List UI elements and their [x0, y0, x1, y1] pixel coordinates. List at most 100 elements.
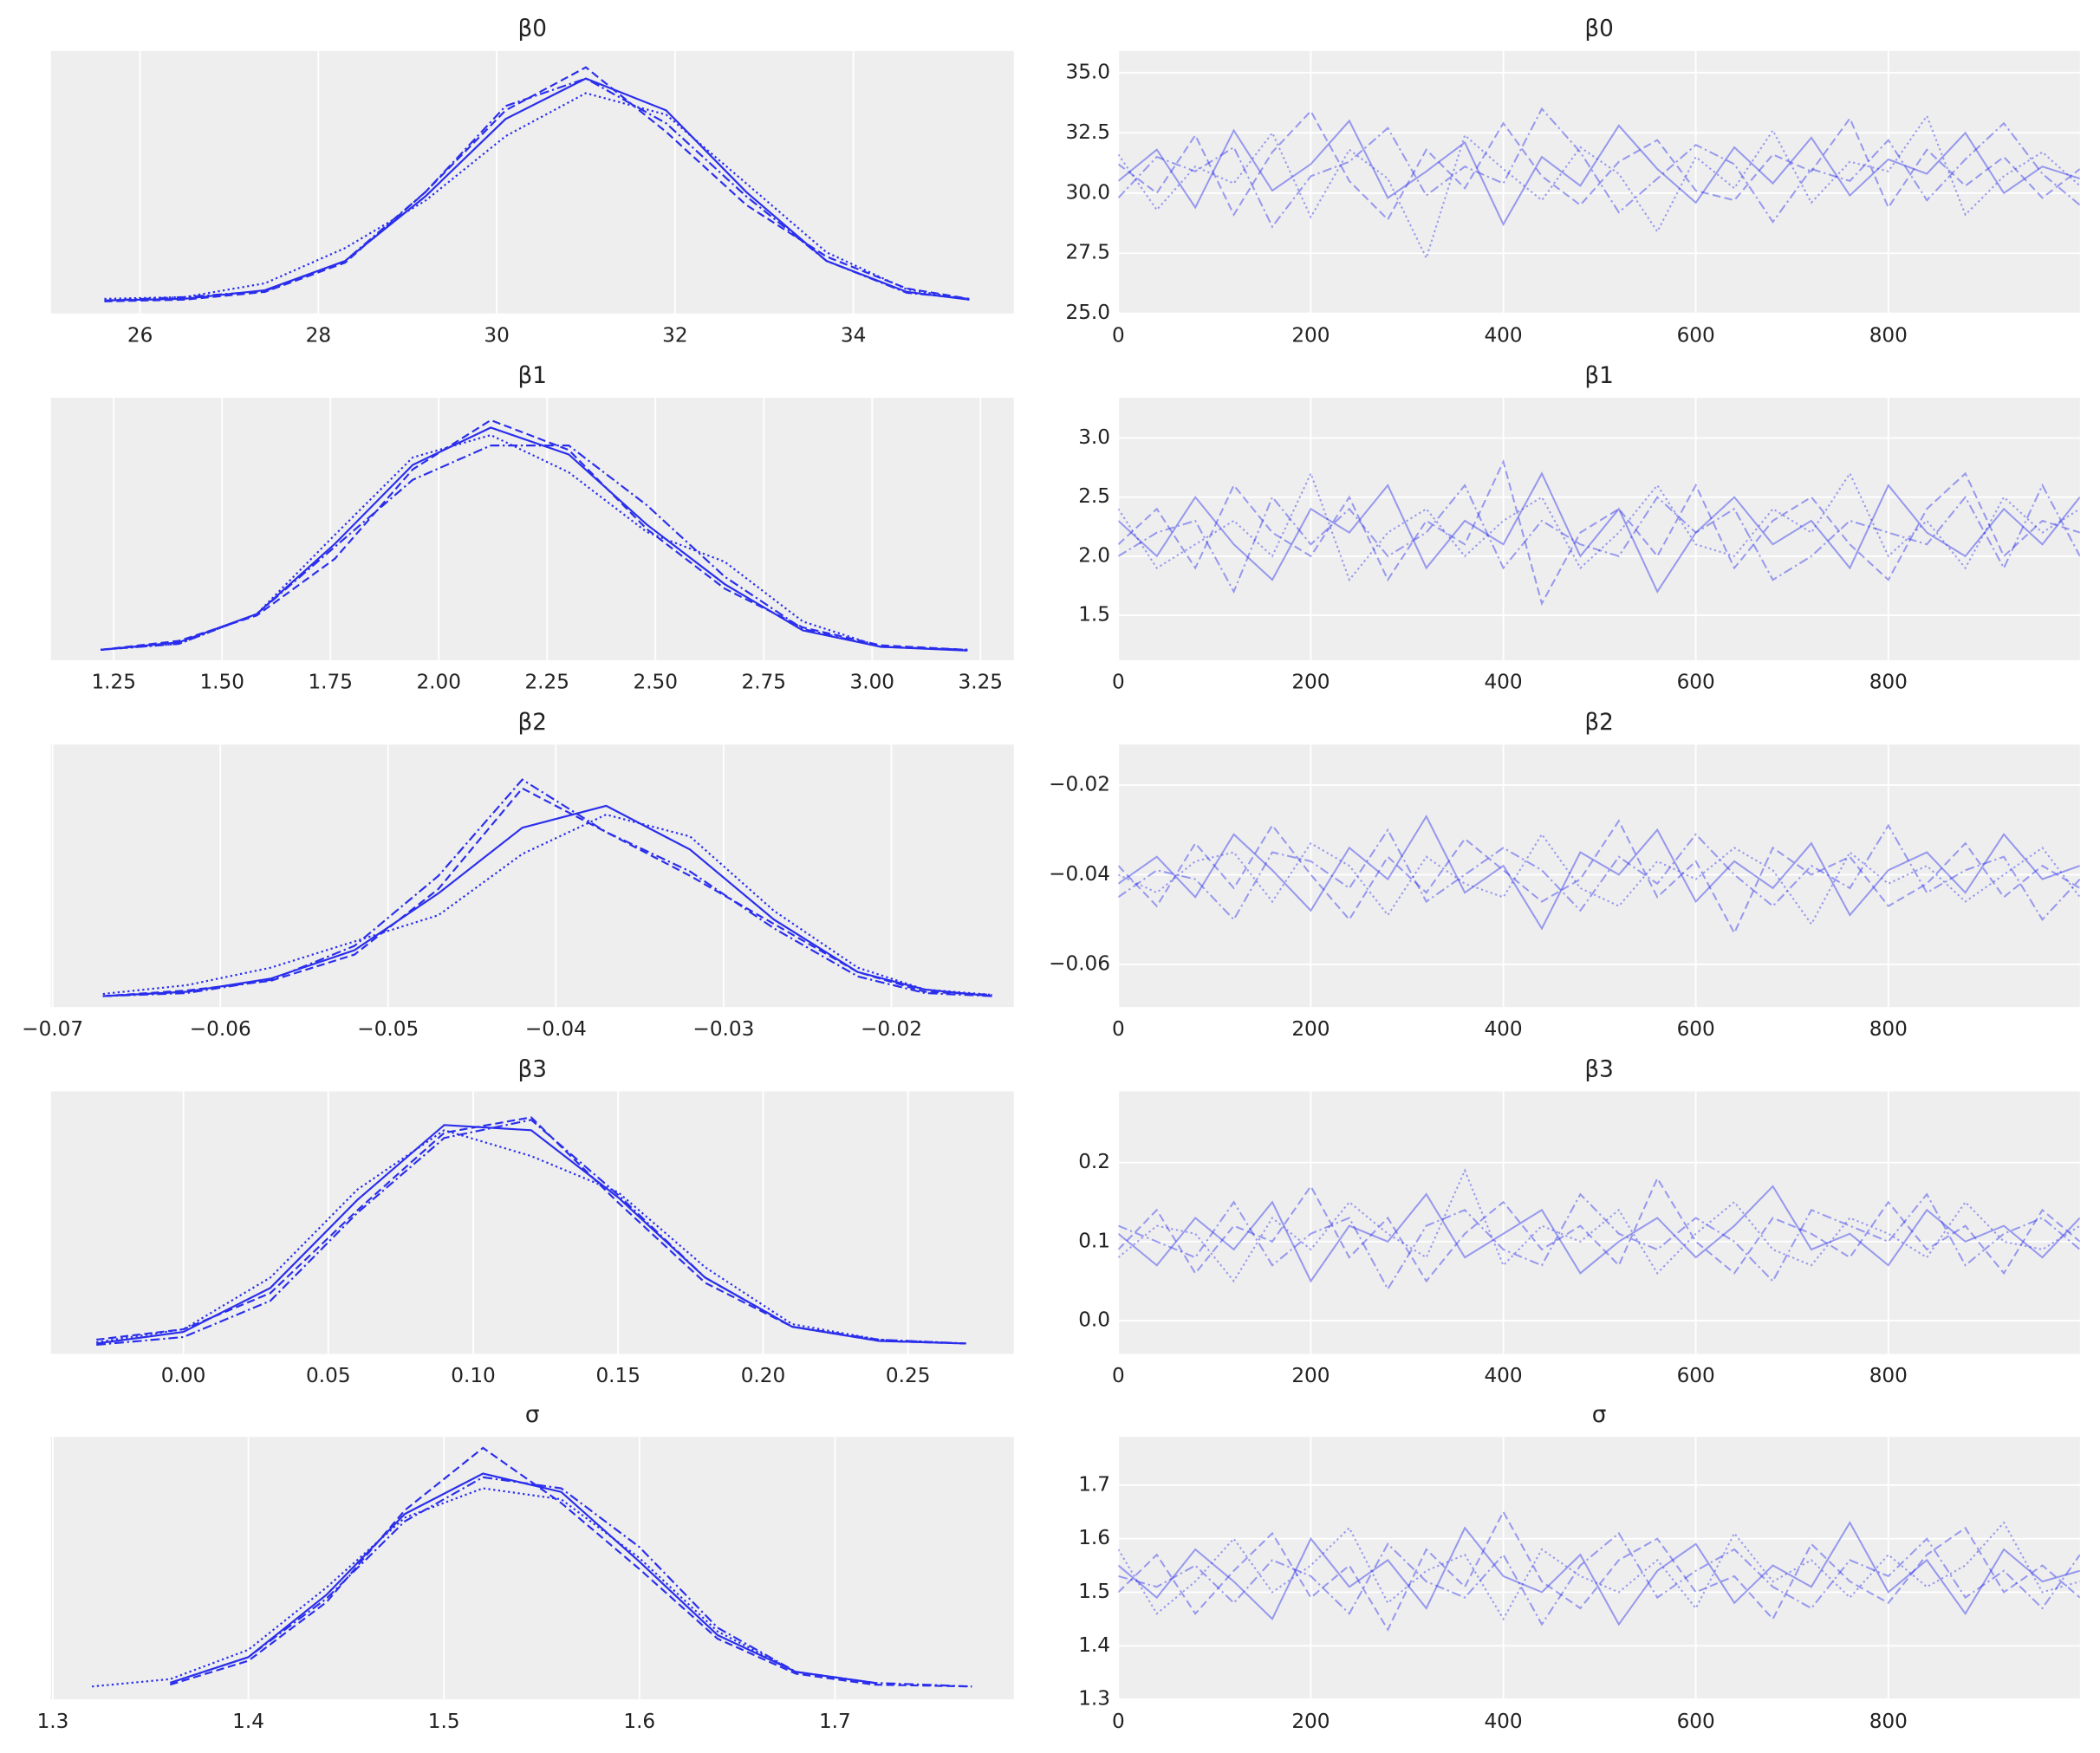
x-tick-label: 0.05 — [306, 1364, 351, 1387]
series-line — [102, 778, 992, 997]
series-line — [1118, 1185, 2080, 1283]
series-line — [1118, 819, 2080, 936]
y-tick-label: 2.0 — [1078, 543, 1110, 567]
panel-title: β2 — [1584, 710, 1613, 736]
x-tick-label: 0.25 — [886, 1364, 931, 1387]
x-tick-label: 26 — [127, 323, 153, 347]
series-line — [104, 66, 970, 302]
x-tick-label: 3.00 — [849, 671, 894, 694]
series-line — [1118, 458, 2080, 607]
plot-area — [1118, 1091, 2080, 1354]
x-tick-label: 30 — [484, 323, 509, 347]
y-tick-label: 1.5 — [1078, 603, 1110, 627]
series-line — [1118, 471, 2080, 594]
x-tick-label: −0.02 — [861, 1017, 922, 1041]
series-line — [1118, 119, 2080, 227]
series-line — [96, 1129, 966, 1345]
x-tick-label: 400 — [1484, 1017, 1522, 1041]
y-tick-label: 0.0 — [1078, 1308, 1110, 1332]
x-tick-label: 1.50 — [199, 671, 244, 694]
x-tick-label: 600 — [1677, 1364, 1715, 1387]
panel-title: β1 — [518, 363, 547, 389]
series-line — [102, 804, 992, 997]
plot-area — [50, 744, 1014, 1008]
series-line — [1118, 1176, 2080, 1283]
panel-title: β3 — [1584, 1056, 1613, 1082]
series-line — [104, 77, 970, 302]
x-tick-label: 1.7 — [819, 1710, 851, 1733]
x-tick-label: 200 — [1291, 1017, 1330, 1041]
y-tick-label: −0.02 — [1049, 772, 1110, 795]
y-tick-label: 0.1 — [1078, 1229, 1110, 1252]
x-tick-label: 0 — [1112, 1364, 1125, 1387]
series-line — [1118, 833, 2080, 926]
x-tick-label: 800 — [1869, 671, 1908, 694]
series-line — [101, 445, 968, 651]
x-tick-label: −0.03 — [692, 1017, 754, 1041]
x-tick-label: 0 — [1112, 323, 1125, 347]
x-tick-label: 800 — [1869, 1017, 1908, 1041]
y-tick-label: 30.0 — [1065, 180, 1110, 204]
x-tick-label: 800 — [1869, 1710, 1908, 1733]
panel-title: σ — [1592, 1402, 1607, 1428]
plot-area — [50, 1437, 1014, 1700]
y-tick-label: 0.2 — [1078, 1150, 1110, 1173]
series-line — [1118, 1192, 2080, 1291]
plot-area — [1118, 1437, 2080, 1700]
x-tick-label: 0 — [1112, 671, 1125, 694]
y-tick-label: 32.5 — [1065, 120, 1110, 144]
x-tick-label: 1.4 — [232, 1710, 264, 1733]
x-tick-label: 28 — [306, 323, 331, 347]
series-line — [102, 813, 992, 997]
series-line — [1118, 1531, 2080, 1626]
x-tick-label: 0.00 — [161, 1364, 206, 1387]
x-tick-label: 200 — [1291, 323, 1330, 347]
plot-area — [1118, 398, 2080, 660]
x-tick-label: 1.25 — [91, 671, 136, 694]
series-line — [1118, 107, 2080, 229]
x-tick-label: 400 — [1484, 671, 1522, 694]
plot-area — [50, 1091, 1014, 1354]
x-tick-label: 1.3 — [37, 1710, 69, 1733]
series-line — [1118, 815, 2080, 931]
x-tick-label: 1.5 — [428, 1710, 460, 1733]
x-tick-label: 200 — [1291, 1364, 1330, 1387]
series-line — [1118, 471, 2080, 582]
y-tick-label: 3.0 — [1078, 425, 1110, 449]
y-tick-label: 25.0 — [1065, 301, 1110, 324]
panel-title: β2 — [518, 710, 547, 736]
series-line — [1118, 483, 2080, 594]
x-tick-label: 0 — [1112, 1710, 1125, 1733]
x-tick-label: 2.50 — [633, 671, 678, 694]
plot-area — [1118, 50, 2080, 314]
x-tick-label: 800 — [1869, 1364, 1908, 1387]
x-tick-label: −0.06 — [190, 1017, 251, 1041]
panel-title: β3 — [518, 1056, 547, 1082]
panel-title: β0 — [1584, 16, 1613, 42]
y-tick-label: −0.04 — [1049, 862, 1110, 886]
x-tick-label: 600 — [1677, 1017, 1715, 1041]
x-tick-label: 400 — [1484, 323, 1522, 347]
series-line — [1118, 1510, 2080, 1632]
x-tick-label: 3.25 — [958, 671, 1003, 694]
y-tick-label: −0.06 — [1049, 951, 1110, 975]
panel-title: σ — [525, 1402, 540, 1428]
x-tick-label: −0.05 — [357, 1017, 419, 1041]
series-line — [91, 1487, 874, 1688]
x-tick-label: 400 — [1484, 1710, 1522, 1733]
series-line — [170, 1446, 972, 1688]
x-tick-label: 2.75 — [741, 671, 786, 694]
x-tick-label: 2.00 — [416, 671, 461, 694]
x-tick-label: 600 — [1677, 1710, 1715, 1733]
y-tick-label: 1.4 — [1078, 1633, 1110, 1657]
plot-area — [50, 398, 1014, 660]
x-tick-label: 400 — [1484, 1364, 1522, 1387]
series-line — [1118, 1168, 2080, 1283]
x-tick-label: −0.04 — [525, 1017, 587, 1041]
y-tick-label: 1.3 — [1078, 1687, 1110, 1711]
y-tick-label: 35.0 — [1065, 60, 1110, 83]
x-tick-label: 0.15 — [595, 1364, 640, 1387]
y-tick-label: 1.7 — [1078, 1472, 1110, 1496]
